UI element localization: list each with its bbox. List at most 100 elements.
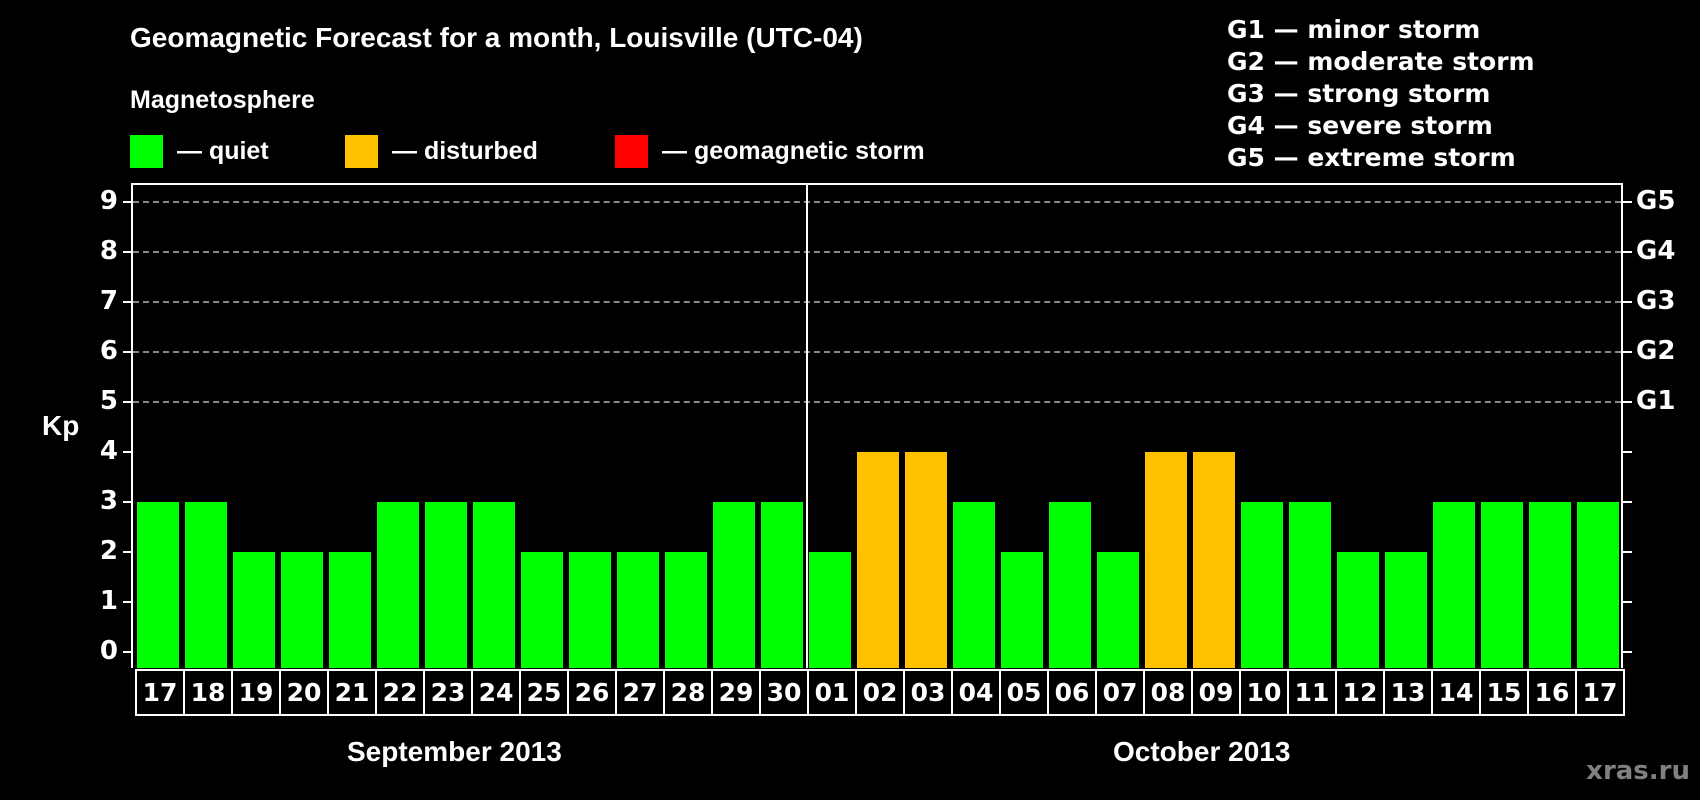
g2-legend: G2 — moderate storm [1227, 47, 1535, 76]
legend-quiet: — quiet [130, 134, 269, 168]
bar-quiet [137, 502, 179, 668]
plot-frame [131, 183, 1623, 668]
day-label: 30 [759, 669, 809, 716]
day-label: 02 [855, 669, 905, 716]
day-label: 19 [231, 669, 281, 716]
y-tick-right [1623, 551, 1632, 553]
day-label: 06 [1047, 669, 1097, 716]
bar-quiet [425, 502, 467, 668]
y-tick-right [1623, 351, 1632, 353]
g-level-label: G5 [1636, 186, 1676, 216]
bar-quiet [1433, 502, 1475, 668]
day-label: 21 [327, 669, 377, 716]
bar-quiet [521, 552, 563, 668]
y-tick-left [123, 401, 132, 403]
y-tick-left [123, 501, 132, 503]
y-tick-right [1623, 301, 1632, 303]
day-label: 18 [183, 669, 233, 716]
g5-legend: G5 — extreme storm [1227, 143, 1516, 172]
bar-quiet [1337, 552, 1379, 668]
y-tick-left [123, 601, 132, 603]
y-tick-right [1623, 201, 1632, 203]
gridline-kp-5 [133, 401, 1621, 403]
bar-quiet [377, 502, 419, 668]
bar-quiet [1577, 502, 1619, 668]
watermark: xras.ru [1586, 756, 1690, 786]
y-tick-label: 7 [99, 286, 118, 316]
day-label: 10 [1239, 669, 1289, 716]
day-label: 29 [711, 669, 761, 716]
month-divider [806, 183, 808, 668]
g1-legend: G1 — minor storm [1227, 15, 1481, 44]
day-label: 03 [903, 669, 953, 716]
bar-quiet [617, 552, 659, 668]
bar-disturbed [1193, 452, 1235, 668]
bar-quiet [761, 502, 803, 668]
day-label: 17 [135, 669, 185, 716]
y-tick-right [1623, 601, 1632, 603]
bar-disturbed [857, 452, 899, 668]
bar-quiet [665, 552, 707, 668]
month-label-september: September 2013 [347, 736, 562, 767]
bar-quiet [1241, 502, 1283, 668]
bar-quiet [1001, 552, 1043, 668]
bar-disturbed [905, 452, 947, 668]
day-label: 17 [1575, 669, 1625, 716]
legend-storm-label: — geomagnetic storm [662, 136, 925, 165]
bar-quiet [569, 552, 611, 668]
day-label: 20 [279, 669, 329, 716]
bar-quiet [329, 552, 371, 668]
quiet-swatch [130, 134, 163, 168]
bar-quiet [1385, 552, 1427, 668]
legend-disturbed-label: — disturbed [392, 136, 538, 165]
day-label: 12 [1335, 669, 1385, 716]
y-tick-label: 1 [99, 586, 118, 616]
day-label: 15 [1479, 669, 1529, 716]
legend-storm: — geomagnetic storm [615, 134, 925, 168]
y-tick-label: 4 [99, 436, 118, 466]
day-label: 14 [1431, 669, 1481, 716]
y-axis-label: Kp [42, 410, 80, 441]
y-tick-right [1623, 651, 1632, 653]
day-label: 11 [1287, 669, 1337, 716]
bar-quiet [1097, 552, 1139, 668]
bar-quiet [281, 552, 323, 668]
g3-legend: G3 — strong storm [1227, 79, 1491, 108]
day-label: 28 [663, 669, 713, 716]
day-label: 23 [423, 669, 473, 716]
gridline-kp-8 [133, 251, 1621, 253]
y-tick-label: 0 [99, 636, 118, 666]
day-label: 13 [1383, 669, 1433, 716]
y-tick-right [1623, 251, 1632, 253]
day-label: 07 [1095, 669, 1145, 716]
gridline-kp-9 [133, 201, 1621, 203]
bar-quiet [473, 502, 515, 668]
bar-quiet [713, 502, 755, 668]
day-label: 26 [567, 669, 617, 716]
month-label-october: October 2013 [1113, 736, 1291, 767]
day-label: 22 [375, 669, 425, 716]
day-label: 08 [1143, 669, 1193, 716]
gridline-kp-7 [133, 301, 1621, 303]
y-tick-label: 3 [99, 486, 118, 516]
g-level-label: G1 [1636, 386, 1676, 416]
gridline-kp-6 [133, 351, 1621, 353]
day-label: 24 [471, 669, 521, 716]
g-level-label: G4 [1636, 236, 1676, 266]
y-tick-label: 9 [99, 186, 118, 216]
day-label: 16 [1527, 669, 1577, 716]
storm-swatch [615, 134, 648, 168]
bar-quiet [953, 502, 995, 668]
g-level-label: G2 [1636, 336, 1676, 366]
y-tick-left [123, 551, 132, 553]
chart-title: Geomagnetic Forecast for a month, Louisv… [130, 22, 863, 53]
legend-quiet-label: — quiet [177, 136, 269, 165]
bar-quiet [233, 552, 275, 668]
bar-quiet [809, 552, 851, 668]
day-label: 01 [807, 669, 857, 716]
storm-scale-legend: G1 — minor storm G2 — moderate storm G3 … [1227, 14, 1535, 174]
g4-legend: G4 — severe storm [1227, 111, 1493, 140]
bar-quiet [1049, 502, 1091, 668]
y-tick-left [123, 451, 132, 453]
day-label: 27 [615, 669, 665, 716]
